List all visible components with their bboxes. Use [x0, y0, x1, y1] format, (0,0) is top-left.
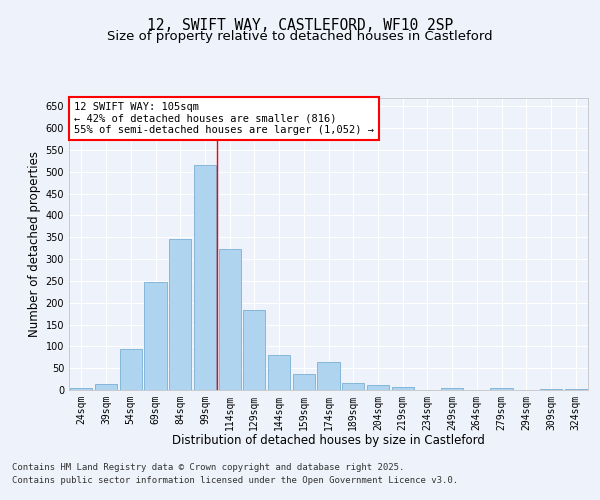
Bar [441, 388, 463, 390]
X-axis label: Distribution of detached houses by size in Castleford: Distribution of detached houses by size … [172, 434, 485, 448]
Text: Contains HM Land Registry data © Crown copyright and database right 2025.: Contains HM Land Registry data © Crown c… [12, 462, 404, 471]
Text: 12, SWIFT WAY, CASTLEFORD, WF10 2SP: 12, SWIFT WAY, CASTLEFORD, WF10 2SP [147, 18, 453, 32]
Bar [293, 374, 315, 390]
Bar [194, 165, 216, 390]
Bar [145, 282, 167, 390]
Text: Contains public sector information licensed under the Open Government Licence v3: Contains public sector information licen… [12, 476, 458, 485]
Y-axis label: Number of detached properties: Number of detached properties [28, 151, 41, 337]
Bar [95, 384, 117, 390]
Bar [490, 388, 512, 390]
Bar [342, 383, 364, 390]
Bar [317, 362, 340, 390]
Text: 12 SWIFT WAY: 105sqm
← 42% of detached houses are smaller (816)
55% of semi-deta: 12 SWIFT WAY: 105sqm ← 42% of detached h… [74, 102, 374, 135]
Bar [169, 238, 191, 390]
Bar [367, 385, 389, 390]
Text: Size of property relative to detached houses in Castleford: Size of property relative to detached ho… [107, 30, 493, 43]
Bar [268, 355, 290, 390]
Bar [119, 348, 142, 390]
Bar [243, 310, 265, 390]
Bar [70, 388, 92, 390]
Bar [565, 388, 587, 390]
Bar [218, 249, 241, 390]
Bar [392, 386, 414, 390]
Bar [540, 389, 562, 390]
